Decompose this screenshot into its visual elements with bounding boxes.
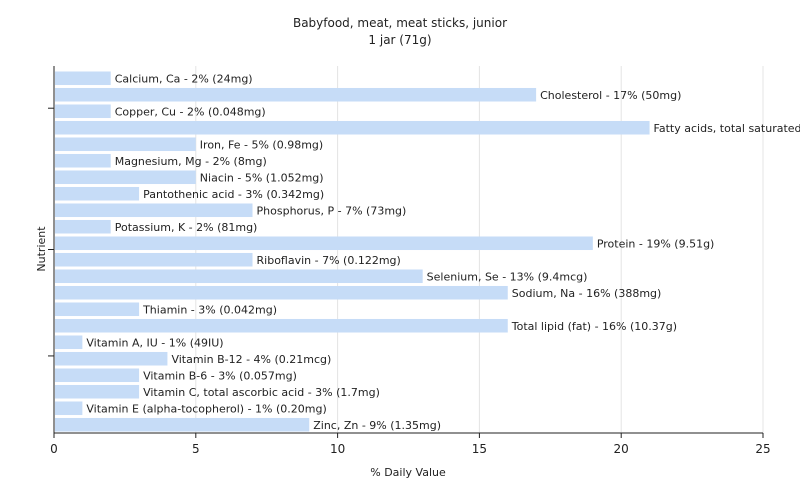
bar-label-13: Sodium, Na - 16% (388mg) (512, 287, 662, 300)
x-tick-label-1: 5 (192, 442, 200, 456)
x-tick-label-5: 25 (755, 442, 770, 456)
x-tick-label-3: 15 (472, 442, 487, 456)
bar-label-17: Vitamin B-12 - 4% (0.21mcg) (171, 353, 331, 366)
chart-subtitle: 1 jar (71g) (368, 33, 431, 47)
chart-title: Babyfood, meat, meat sticks, junior (293, 16, 507, 30)
bar-19 (55, 384, 140, 399)
bar-0 (55, 71, 111, 86)
bar-10 (55, 236, 593, 251)
bar-20 (55, 401, 83, 416)
bar-17 (55, 351, 168, 366)
bar-21 (55, 417, 310, 432)
x-tick-label-2: 10 (330, 442, 345, 456)
axes (48, 66, 764, 438)
bar-12 (55, 269, 423, 284)
bar-label-20: Vitamin E (alpha-tocopherol) - 1% (0.20m… (86, 402, 326, 415)
bar-label-7: Pantothenic acid - 3% (0.342mg) (143, 188, 324, 201)
x-tick-label-0: 0 (50, 442, 58, 456)
x-tick-labels: 0 5 10 15 20 25 (50, 442, 770, 456)
bar-7 (55, 186, 140, 201)
bar-4 (55, 137, 196, 152)
bar-13 (55, 285, 508, 300)
bar-label-12: Selenium, Se - 13% (9.4mcg) (427, 270, 588, 283)
bar-labels: Calcium, Ca - 2% (24mg) Cholesterol - 17%… (86, 72, 800, 432)
bar-16 (55, 335, 83, 350)
bar-label-11: Riboflavin - 7% (0.122mg) (257, 254, 401, 267)
bar-label-14: Thiamin - 3% (0.042mg) (142, 303, 277, 316)
bar-9 (55, 219, 111, 234)
y-axis-label: Nutrient (35, 226, 48, 272)
bar-label-15: Total lipid (fat) - 16% (10.37g) (511, 320, 677, 333)
bar-5 (55, 153, 111, 168)
x-tick-label-4: 20 (614, 442, 629, 456)
bar-label-10: Protein - 19% (9.51g) (597, 237, 715, 250)
bar-label-2: Copper, Cu - 2% (0.048mg) (115, 105, 266, 118)
bar-15 (55, 318, 508, 333)
bar-18 (55, 368, 140, 383)
x-axis-label: % Daily Value (370, 466, 446, 479)
bar-label-1: Cholesterol - 17% (50mg) (540, 89, 681, 102)
bar-11 (55, 252, 253, 267)
bar-label-19: Vitamin C, total ascorbic acid - 3% (1.7… (143, 386, 380, 399)
bar-label-16: Vitamin A, IU - 1% (49IU) (86, 336, 223, 349)
bar-3 (55, 120, 650, 135)
bar-label-5: Magnesium, Mg - 2% (8mg) (115, 155, 267, 168)
bars (55, 71, 650, 432)
bar-label-4: Iron, Fe - 5% (0.98mg) (200, 138, 323, 151)
bar-1 (55, 87, 537, 102)
bar-14 (55, 302, 140, 317)
bar-2 (55, 104, 111, 119)
bar-label-6: Niacin - 5% (1.052mg) (200, 171, 324, 184)
bar-6 (55, 170, 196, 185)
bar-8 (55, 203, 253, 218)
bar-label-3: Fatty acids, total saturated - 21% (4.13… (654, 122, 800, 135)
bar-label-8: Phosphorus, P - 7% (73mg) (257, 204, 407, 217)
bar-label-21: Zinc, Zn - 9% (1.35mg) (313, 419, 441, 432)
bar-label-18: Vitamin B-6 - 3% (0.057mg) (143, 369, 297, 382)
bar-label-0: Calcium, Ca - 2% (24mg) (115, 72, 253, 85)
bar-label-9: Potassium, K - 2% (81mg) (115, 221, 258, 234)
